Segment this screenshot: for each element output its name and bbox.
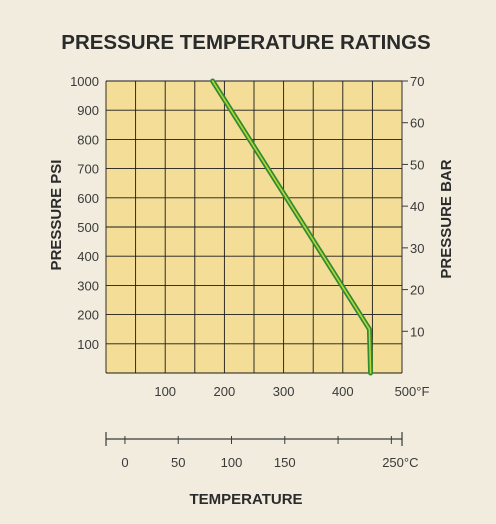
x-tick-label-c: 150 bbox=[274, 455, 296, 470]
celsius-scale: 0 50 100 150 250°C bbox=[105, 432, 418, 470]
y-tick-label-psi: 900 bbox=[77, 103, 99, 118]
y-tick-label-bar: 10 bbox=[410, 324, 424, 339]
x-tick-label-f: 400 bbox=[332, 384, 354, 399]
series-line-highlight bbox=[211, 80, 372, 374]
y-tick-label-bar: 60 bbox=[410, 116, 424, 131]
y-tick-label-psi: 100 bbox=[77, 337, 99, 352]
x-tick-label-c: 50 bbox=[171, 455, 185, 470]
y-tick-label-bar: 50 bbox=[410, 157, 424, 172]
y-tick-label-psi: 500 bbox=[77, 220, 99, 235]
y-tick-label-psi: 1000 bbox=[70, 74, 99, 89]
plot-area bbox=[105, 80, 403, 374]
y-tick-label-psi: 300 bbox=[77, 278, 99, 293]
x-tick-label-c: 100 bbox=[221, 455, 243, 470]
y-axis-title-right: PRESSURE BAR bbox=[438, 159, 455, 278]
y-tick-label-psi: 200 bbox=[77, 308, 99, 323]
y-tick-label-bar: 70 bbox=[410, 74, 424, 89]
y-tick-label-psi: 600 bbox=[77, 191, 99, 206]
y-tick-label-psi: 400 bbox=[77, 249, 99, 264]
y-tick-label-bar: 40 bbox=[410, 199, 424, 214]
x-tick-label-f: 500°F bbox=[395, 384, 430, 399]
y-tick-label-bar: 20 bbox=[410, 283, 424, 298]
y-tick-label-psi: 800 bbox=[77, 132, 99, 147]
x-tick-label-f: 300 bbox=[273, 384, 295, 399]
x-tick-label-c: 250°C bbox=[382, 455, 418, 470]
y-axis-title-left: PRESSURE PSI bbox=[48, 160, 65, 271]
x-tick-label-f: 100 bbox=[154, 384, 176, 399]
x-axis-title: TEMPERATURE bbox=[189, 491, 302, 508]
y-tick-label-bar: 30 bbox=[410, 241, 424, 256]
chart-title: PRESSURE TEMPERATURE RATINGS bbox=[61, 31, 430, 54]
series-layer bbox=[210, 78, 374, 376]
x-tick-label-f: 200 bbox=[214, 384, 236, 399]
tick-labels: 100 200 300 400 500 600 700 800 900 1000 10 20 30 40 5… bbox=[70, 74, 429, 399]
y-tick-label-psi: 700 bbox=[77, 162, 99, 177]
x-tick-label-c: 0 bbox=[121, 455, 128, 470]
